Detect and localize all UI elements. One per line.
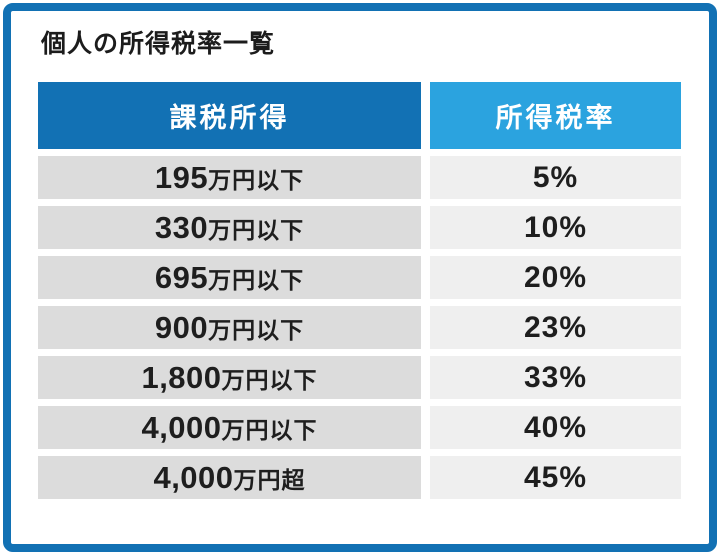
tax-rate-value: 45% bbox=[523, 460, 588, 494]
tax-table-card: 個人の所得税率一覧 課税所得 所得税率 195 万円以下 5% 330 万円以下 1… bbox=[3, 3, 717, 552]
income-amount: 195 bbox=[154, 159, 209, 195]
tax-rate-value: 10% bbox=[523, 210, 588, 244]
income-amount: 4,000 bbox=[153, 459, 234, 495]
column-header-taxable-income: 課税所得 bbox=[38, 82, 421, 149]
income-suffix: 万円以下 bbox=[208, 166, 305, 193]
income-amount: 900 bbox=[154, 309, 209, 345]
page-title: 個人の所得税率一覧 bbox=[41, 30, 276, 58]
cell-tax-rate-row4: 23% bbox=[430, 306, 681, 349]
income-suffix: 万円超 bbox=[233, 466, 306, 493]
cell-taxable-income-row3: 695 万円以下 bbox=[38, 256, 421, 299]
cell-taxable-income-row4: 900 万円以下 bbox=[38, 306, 421, 349]
cell-taxable-income-row2: 330 万円以下 bbox=[38, 206, 421, 249]
income-suffix: 万円以下 bbox=[208, 316, 305, 343]
tax-rate-value: 20% bbox=[523, 260, 588, 294]
income-suffix: 万円以下 bbox=[221, 416, 318, 443]
tax-rate-value: 23% bbox=[523, 310, 588, 344]
tax-rate-value: 40% bbox=[523, 410, 588, 444]
cell-taxable-income-row6: 4,000 万円以下 bbox=[38, 406, 421, 449]
cell-tax-rate-row1: 5% bbox=[430, 156, 681, 199]
tax-rate-value: 5% bbox=[532, 160, 579, 194]
cell-tax-rate-row3: 20% bbox=[430, 256, 681, 299]
income-amount: 4,000 bbox=[141, 409, 222, 445]
column-header-income-tax-rate: 所得税率 bbox=[430, 82, 681, 149]
income-suffix: 万円以下 bbox=[221, 366, 318, 393]
income-suffix: 万円以下 bbox=[208, 216, 305, 243]
cell-taxable-income-row7: 4,000 万円超 bbox=[38, 456, 421, 499]
income-amount: 330 bbox=[154, 209, 209, 245]
cell-taxable-income-row5: 1,800 万円以下 bbox=[38, 356, 421, 399]
cell-tax-rate-row5: 33% bbox=[430, 356, 681, 399]
cell-taxable-income-row1: 195 万円以下 bbox=[38, 156, 421, 199]
cell-tax-rate-row6: 40% bbox=[430, 406, 681, 449]
cell-tax-rate-row7: 45% bbox=[430, 456, 681, 499]
income-amount: 1,800 bbox=[141, 359, 222, 395]
tax-rate-value: 33% bbox=[523, 360, 588, 394]
income-amount: 695 bbox=[154, 259, 209, 295]
income-suffix: 万円以下 bbox=[208, 266, 305, 293]
tax-rate-table: 課税所得 所得税率 195 万円以下 5% 330 万円以下 10% 695 万円以下… bbox=[38, 82, 681, 499]
cell-tax-rate-row2: 10% bbox=[430, 206, 681, 249]
